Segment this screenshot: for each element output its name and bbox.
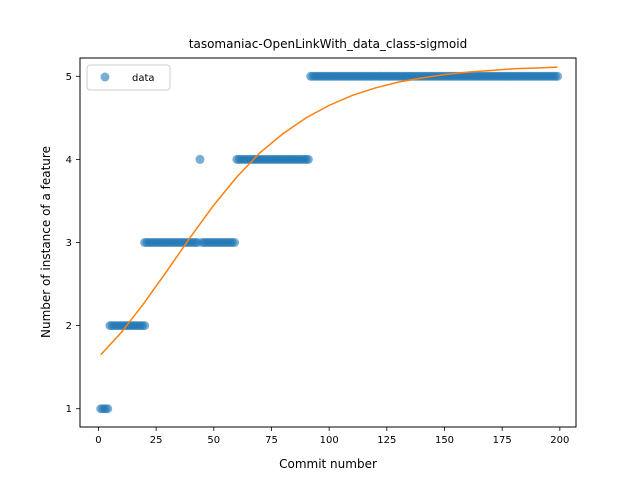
legend-marker-data bbox=[100, 72, 110, 82]
legend-label-data: data bbox=[132, 73, 155, 84]
data-point bbox=[303, 154, 313, 164]
legend-box bbox=[86, 64, 171, 91]
x-tick-label: 125 bbox=[377, 435, 396, 446]
y-tick-label: 3 bbox=[66, 238, 72, 249]
x-axis-label: Commit number bbox=[279, 457, 377, 471]
x-tick-label: 25 bbox=[150, 435, 163, 446]
y-axis: 1 2 3 4 5 bbox=[66, 72, 80, 415]
y-axis-label: Number of instance of a feature bbox=[39, 146, 53, 338]
data-point bbox=[103, 404, 113, 414]
x-tick-label: 100 bbox=[320, 435, 339, 446]
data-point bbox=[140, 321, 150, 331]
plot-area bbox=[96, 66, 563, 414]
data-point bbox=[230, 238, 240, 247]
x-tick-label: 0 bbox=[95, 435, 101, 446]
sigmoid-fit-line bbox=[100, 66, 558, 356]
x-tick-label: 200 bbox=[550, 435, 569, 446]
x-tick-label: 50 bbox=[207, 435, 220, 446]
x-tick-label: 75 bbox=[265, 435, 278, 446]
data-point bbox=[553, 71, 563, 81]
data-point bbox=[195, 154, 205, 164]
chart-title: tasomaniac-OpenLinkWith_data_class-sigmo… bbox=[189, 37, 467, 51]
y-tick-label: 5 bbox=[66, 72, 72, 83]
x-tick-label: 150 bbox=[435, 435, 454, 446]
x-axis: 0 25 50 75 100 125 150 175 200 bbox=[95, 427, 569, 446]
y-tick-label: 4 bbox=[66, 155, 72, 166]
legend: data bbox=[86, 64, 171, 91]
y-tick-label: 2 bbox=[66, 321, 72, 332]
x-tick-label: 175 bbox=[493, 435, 512, 446]
y-tick-label: 1 bbox=[66, 404, 72, 415]
